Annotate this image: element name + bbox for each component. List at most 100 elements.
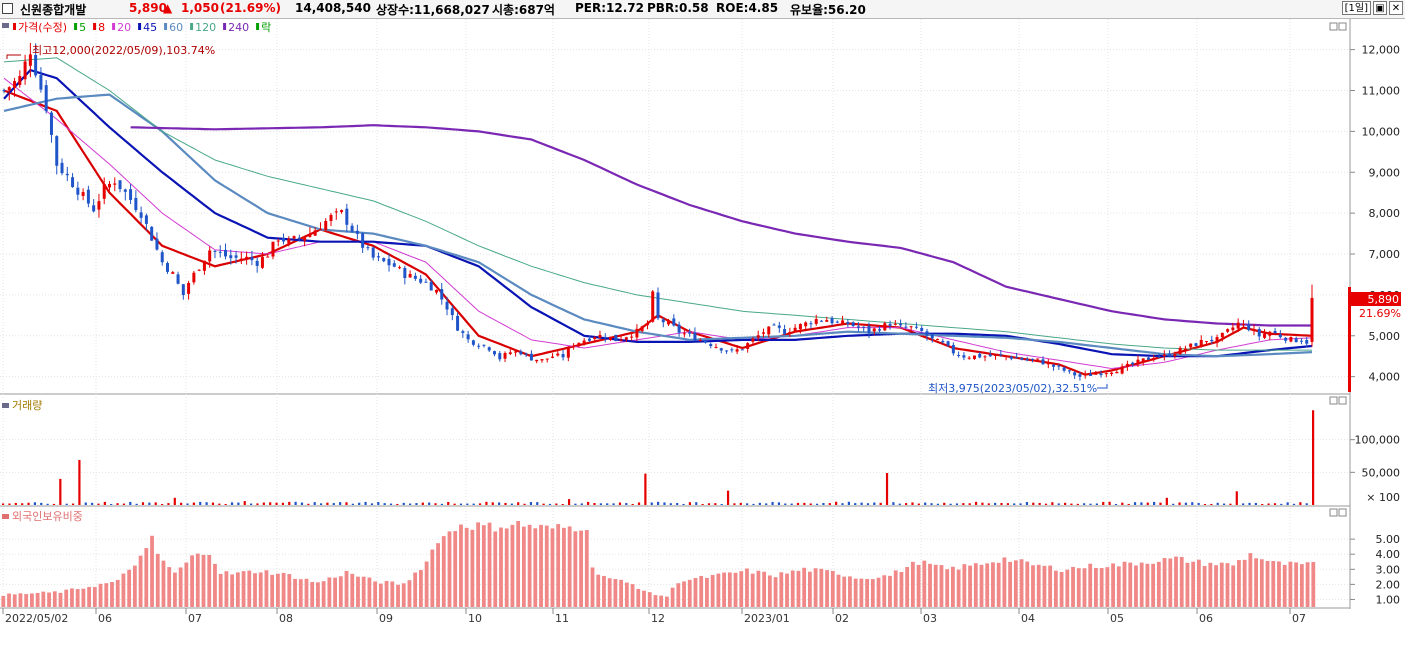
candle-body — [1115, 371, 1119, 374]
foreign-bar — [556, 524, 561, 607]
candle-body — [1189, 343, 1193, 348]
candle-body — [1046, 363, 1050, 365]
price-panel-close-icon[interactable] — [1338, 22, 1347, 31]
volume-bar — [974, 501, 978, 505]
foreign-bar — [985, 563, 990, 607]
legend-label[interactable]: 20 — [117, 21, 131, 34]
legend-label[interactable]: 8 — [98, 21, 105, 34]
foreign-bar — [602, 575, 606, 607]
volume-bar — [498, 502, 501, 505]
volume-bar — [440, 503, 443, 505]
volume-panel-handle-icon[interactable] — [2, 403, 9, 408]
legend-label[interactable]: 120 — [195, 21, 216, 34]
x-tick-label: 10 — [468, 612, 482, 625]
foreign-bar — [1242, 559, 1247, 607]
foreign-bar — [1277, 561, 1281, 607]
volume-bar — [1222, 503, 1226, 505]
candle-body — [1083, 373, 1087, 376]
volume-bar — [307, 503, 310, 505]
volume-bar — [211, 502, 215, 505]
volume-bar — [8, 503, 11, 505]
foreign-bar — [121, 573, 126, 607]
foreign-bar — [293, 578, 297, 607]
close-icon[interactable]: ✕ — [1389, 1, 1403, 15]
volume-panel-close-icon[interactable] — [1338, 396, 1347, 405]
candle-body — [698, 340, 702, 342]
foreign-bar — [928, 563, 932, 607]
candle-body — [941, 340, 945, 343]
foreign-bar — [201, 554, 206, 607]
volume-bar — [885, 472, 889, 505]
foreign-bar — [1168, 558, 1173, 607]
candle-body — [303, 237, 307, 241]
foreign-bar — [762, 571, 767, 607]
current-price-tag — [1350, 292, 1401, 306]
legend-label[interactable]: 가격(수정) — [18, 21, 67, 34]
volume-bar — [1242, 503, 1245, 505]
volume-bar — [33, 502, 36, 505]
candle-body — [1104, 373, 1108, 375]
foreign-bar — [750, 573, 755, 607]
volume-bar — [65, 503, 68, 505]
panel-handle-icon[interactable] — [2, 23, 9, 28]
candle-body — [1231, 327, 1235, 331]
legend-label[interactable]: 락 — [261, 21, 271, 34]
legend-label[interactable]: 240 — [228, 21, 249, 34]
foreign-bar — [224, 571, 229, 607]
price-annotations: 최고12,000(2022/05/09),103.74% 최저3,975(202… — [6, 44, 1108, 395]
x-tick-label: 2023/01 — [744, 612, 790, 625]
select-checkbox[interactable] — [2, 3, 13, 14]
volume-bar — [676, 503, 679, 505]
volume-bar — [835, 501, 838, 505]
volume-bar — [943, 502, 946, 505]
legend-label[interactable]: 5 — [79, 21, 86, 34]
candle-body — [1294, 338, 1298, 343]
foreign-panel-close-icon[interactable] — [1338, 508, 1347, 517]
price-change: 1,050 — [181, 1, 219, 15]
legend-label[interactable]: 60 — [169, 21, 183, 34]
foreign-bar — [327, 577, 332, 607]
foreign-bar — [785, 573, 789, 607]
foreign-bar — [1025, 561, 1030, 607]
foreign-bar — [413, 572, 418, 607]
candle-body — [994, 355, 998, 357]
candle-body — [846, 322, 850, 325]
candle-body — [297, 237, 301, 239]
foreign-panel-min-icon[interactable] — [1329, 508, 1338, 517]
volume-bar — [917, 503, 920, 505]
legend-label[interactable]: 45 — [143, 21, 157, 34]
volume-bar — [714, 503, 717, 505]
price-panel-min-icon[interactable] — [1329, 22, 1338, 31]
foreign-bar — [1076, 568, 1081, 607]
volume-bar — [1013, 503, 1016, 505]
candle-body — [835, 321, 839, 323]
legend-swatch — [223, 23, 227, 30]
candle-body — [408, 274, 412, 278]
volume-bar — [256, 503, 259, 505]
foreign-bar — [945, 569, 950, 607]
volume-bar — [879, 502, 882, 505]
volume-bar — [46, 503, 49, 505]
volume-bar — [370, 503, 374, 505]
moving-average-lines — [3, 57, 1313, 376]
volume-bar — [1159, 502, 1162, 505]
foreign-bar — [653, 595, 658, 607]
foreign-panel-handle-icon[interactable] — [2, 514, 9, 519]
candle-body — [2, 89, 6, 91]
foreign-bar — [756, 570, 761, 607]
maximize-icon[interactable]: ▣ — [1373, 1, 1387, 15]
volume-bar — [1203, 503, 1207, 505]
candle-body — [582, 340, 586, 345]
volume-bar — [860, 502, 863, 505]
volume-unit-label: × 100 — [1366, 491, 1400, 504]
volume-bar — [199, 501, 202, 505]
foreign-bar — [1059, 572, 1064, 607]
candle-body — [1110, 372, 1114, 375]
volume-panel-min-icon[interactable] — [1329, 396, 1338, 405]
foreign-bar — [1311, 562, 1316, 607]
foreign-bar — [304, 578, 309, 607]
period-selector[interactable]: [1일] — [1341, 1, 1371, 15]
candle-body — [667, 320, 671, 325]
candle-body — [81, 192, 85, 196]
foreign-bar — [310, 581, 315, 607]
